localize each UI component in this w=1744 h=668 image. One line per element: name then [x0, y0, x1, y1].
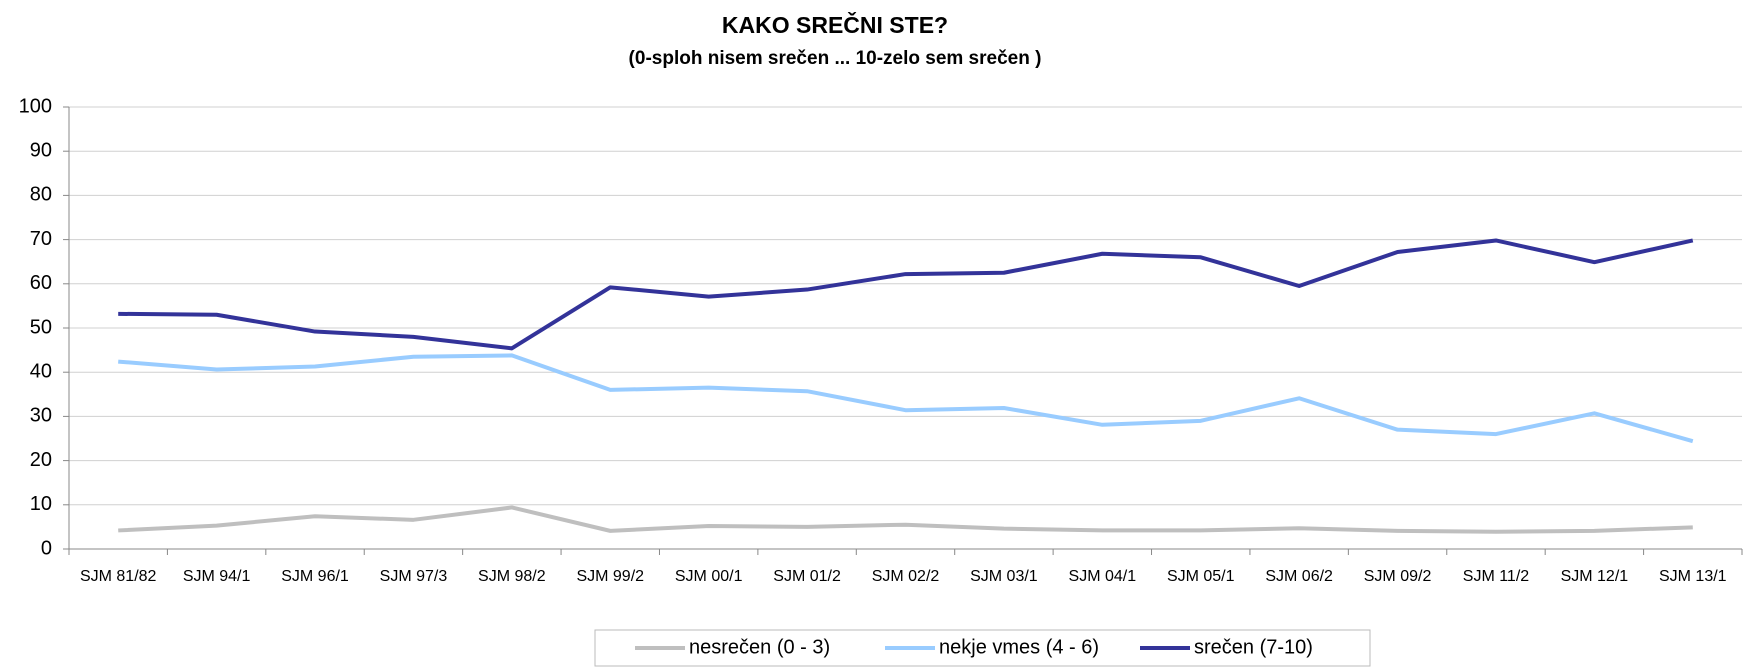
- y-tick-label: 20: [30, 449, 52, 471]
- x-tick-label: SJM 03/1: [970, 568, 1038, 585]
- x-tick-label: SJM 01/2: [773, 568, 841, 585]
- x-tick-label: SJM 97/3: [380, 568, 448, 585]
- x-tick-label: SJM 96/1: [281, 568, 349, 585]
- x-tick-label: SJM 98/2: [478, 568, 546, 585]
- x-tick-label: SJM 09/2: [1364, 568, 1432, 585]
- y-tick-label: 0: [41, 537, 52, 559]
- x-tick-label: SJM 04/1: [1069, 568, 1137, 585]
- x-tick-label: SJM 94/1: [183, 568, 251, 585]
- x-tick-label: SJM 00/1: [675, 568, 743, 585]
- y-tick-label: 40: [30, 360, 52, 382]
- x-tick-label: SJM 05/1: [1167, 568, 1235, 585]
- y-tick-label: 10: [30, 493, 52, 515]
- y-tick-label: 80: [30, 184, 52, 206]
- chart-subtitle: (0-sploh nisem srečen ... 10-zelo sem sr…: [629, 48, 1042, 69]
- x-tick-label: SJM 06/2: [1265, 568, 1333, 585]
- y-tick-label: 50: [30, 316, 52, 338]
- x-tick-label: SJM 99/2: [576, 568, 644, 585]
- y-tick-label: 60: [30, 272, 52, 294]
- x-tick-label: SJM 12/1: [1561, 568, 1629, 585]
- line-series: [118, 505, 1693, 534]
- x-tick-label: SJM 02/2: [872, 568, 940, 585]
- y-tick-label: 90: [30, 139, 52, 161]
- legend-label: nekje vmes (4 - 6): [939, 636, 1099, 658]
- y-tick-label: 30: [30, 405, 52, 427]
- line-series: [118, 238, 1694, 351]
- chart-title: KAKO SREČNI STE?: [722, 11, 948, 38]
- line-series: [118, 353, 1694, 444]
- y-tick-label: 70: [30, 228, 52, 250]
- legend-label: nesrečen (0 - 3): [689, 636, 830, 658]
- y-tick-label: 100: [19, 95, 52, 117]
- legend-label: srečen (7-10): [1194, 636, 1313, 658]
- x-tick-label: SJM 13/1: [1659, 568, 1727, 585]
- x-tick-label: SJM 11/2: [1463, 568, 1530, 585]
- legend-box: [594, 629, 1371, 667]
- x-tick-label: SJM 81/82: [80, 568, 157, 585]
